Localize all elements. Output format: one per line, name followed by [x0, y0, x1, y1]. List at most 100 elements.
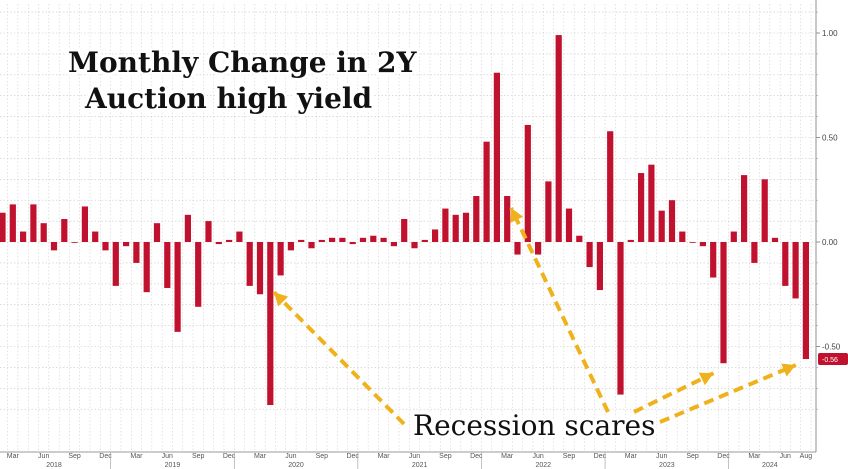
bar [267, 242, 274, 406]
bar [576, 235, 583, 242]
x-tick-label: Jun [656, 453, 667, 460]
bar [699, 242, 706, 247]
x-tick-label: Jun [532, 453, 543, 460]
bar [349, 242, 356, 245]
x-year-label: 2023 [659, 462, 675, 469]
bar [689, 242, 696, 243]
annotation-arrow-head [274, 292, 289, 307]
x-tick-label: Mar [378, 453, 391, 460]
x-tick-label: Sep [192, 453, 205, 460]
bar [287, 242, 294, 251]
bar [236, 231, 243, 242]
bar [442, 208, 449, 242]
x-year-label: 2021 [412, 462, 428, 469]
annotation-arrow-head [510, 208, 524, 223]
x-tick-label: Sep [68, 453, 81, 460]
annotation-arrow-shaft [509, 207, 610, 413]
bar [329, 237, 336, 242]
last-value-label: -0.56 [822, 357, 838, 364]
bar [586, 242, 593, 268]
bar [514, 242, 521, 255]
bar [308, 242, 315, 249]
bar [462, 212, 470, 242]
bar [318, 239, 325, 242]
bar [370, 235, 377, 242]
bar [658, 210, 665, 242]
bar [50, 242, 58, 251]
bar [359, 237, 367, 242]
x-tick-label: Jun [780, 453, 791, 460]
bar [792, 242, 799, 299]
bar [153, 223, 161, 242]
bar [452, 214, 459, 242]
bar [627, 239, 634, 242]
bar [535, 242, 542, 255]
x-tick-label: Sep [563, 453, 576, 460]
bar [298, 239, 305, 242]
bar [256, 242, 264, 295]
x-tick-label: Mar [625, 453, 638, 460]
x-tick-label: Mar [501, 453, 514, 460]
bar [20, 231, 27, 242]
bar [720, 242, 727, 364]
x-year-label: 2019 [165, 462, 181, 469]
annotation-arrow-head [698, 372, 714, 386]
chart-title-line-2: Auction high yield [84, 82, 372, 115]
x-tick-label: Mar [7, 453, 20, 460]
bar [30, 204, 37, 242]
x-tick-label: Mar [130, 453, 143, 460]
bar [524, 124, 531, 242]
x-tick-label: Dec [470, 453, 483, 460]
bar [555, 35, 562, 243]
bar [339, 237, 346, 242]
x-tick-label: Mar [748, 453, 761, 460]
bar [112, 242, 119, 286]
y-tick-label: 0.00 [822, 238, 838, 247]
annotation-arrow-shaft [633, 371, 715, 414]
bars [0, 35, 809, 406]
x-tick-label: Mar [254, 453, 267, 460]
x-tick-label: Dec [594, 453, 607, 460]
bar [133, 242, 140, 263]
bar [751, 242, 758, 263]
bar [123, 242, 130, 247]
bar [782, 242, 789, 286]
bar [710, 242, 717, 278]
bar [771, 237, 779, 242]
x-tick-label: Sep [686, 453, 699, 460]
annotation-arrow-head [781, 363, 796, 377]
bar [802, 242, 809, 360]
bar [545, 181, 552, 242]
bar [226, 239, 233, 242]
bar [246, 242, 253, 286]
x-year-label: 2018 [46, 462, 62, 469]
annotation-text: Recession scares [413, 409, 655, 442]
bar [277, 242, 284, 276]
bar [9, 204, 16, 242]
x-year-label: 2022 [535, 462, 551, 469]
bar [761, 179, 768, 242]
gridlines [0, 4, 816, 452]
bar [215, 242, 222, 245]
last-value-badge-background [818, 353, 848, 366]
y-tick-label: -0.50 [822, 343, 841, 352]
bar [143, 242, 150, 293]
bar [473, 196, 480, 242]
bar [617, 242, 624, 395]
bar [421, 239, 428, 242]
x-tick-label: Aug [800, 453, 813, 460]
bar [504, 196, 511, 242]
x-tick-label: Jun [162, 453, 173, 460]
annotation-arrow-shaft [659, 363, 797, 424]
x-tick-label: Sep [439, 453, 452, 460]
bar [493, 72, 500, 243]
bar [607, 131, 614, 242]
x-tick-label: Dec [223, 453, 236, 460]
bar [195, 242, 202, 307]
x-tick-label: Dec [717, 453, 730, 460]
x-tick-label: Jun [38, 453, 49, 460]
bar [648, 164, 655, 242]
bar [164, 242, 171, 288]
